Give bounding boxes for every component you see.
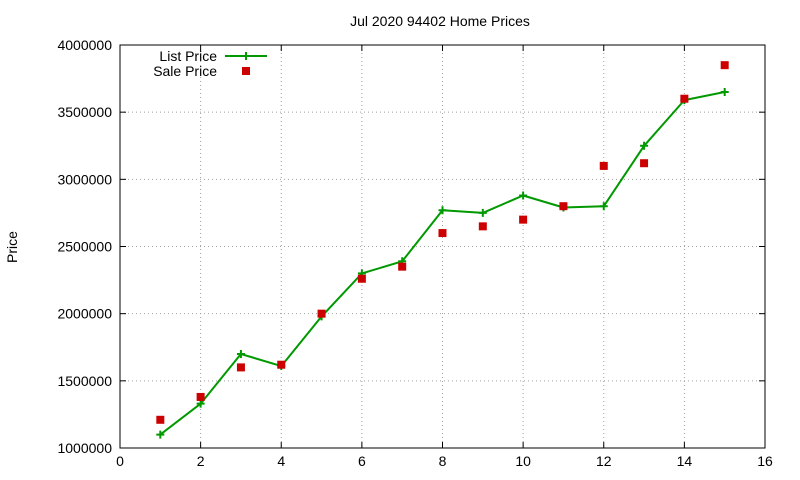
x-tick-label: 16 — [757, 453, 773, 469]
data-point-sale-price — [196, 392, 205, 401]
data-point-sale-price — [478, 222, 487, 231]
data-point-sale-price — [559, 202, 568, 211]
y-tick-label: 2500000 — [57, 239, 112, 255]
y-tick-label: 1000000 — [57, 440, 112, 456]
grid-layer — [120, 45, 765, 448]
data-point-list-price — [478, 208, 487, 217]
data-point-list-price — [156, 430, 165, 439]
data-point-list-price — [196, 399, 205, 408]
y-tick-label: 3500000 — [57, 104, 112, 120]
x-tick-label: 12 — [596, 453, 612, 469]
data-point-sale-price — [519, 215, 528, 224]
x-tick-label: 4 — [277, 453, 285, 469]
y-axis-title: Price — [4, 231, 20, 263]
x-tick-label: 6 — [358, 453, 366, 469]
data-point-sale-price — [720, 61, 729, 70]
series-line-list-price — [159, 91, 725, 436]
tick-layer: 0 2 4 6 8 10 12 14 16 1000000 1500000 2000000 250000… — [57, 37, 773, 469]
y-tick-label: 1500000 — [57, 373, 112, 389]
data-point-sale-price — [277, 360, 286, 369]
data-point-sale-price — [599, 161, 608, 170]
y-tick-label: 3000000 — [57, 171, 112, 187]
chart-title: Jul 2020 94402 Home Prices — [350, 13, 530, 29]
data-point-list-price — [720, 88, 729, 97]
legend-marker-list-price — [242, 52, 250, 60]
y-tick-label: 2000000 — [57, 306, 112, 322]
x-tick-label: 2 — [197, 453, 205, 469]
data-point-sale-price — [357, 274, 366, 283]
series-layer — [156, 61, 729, 439]
legend-label-sale-price: Sale Price — [153, 63, 217, 79]
legend-label-list-price: List Price — [159, 48, 217, 64]
data-point-sale-price — [156, 415, 165, 424]
x-tick-label: 0 — [116, 453, 124, 469]
legend-marker-sale-price — [242, 67, 250, 75]
data-point-list-price — [438, 206, 447, 215]
data-point-list-price — [236, 349, 245, 358]
y-tick-label: 4000000 — [57, 37, 112, 53]
x-tick-label: 8 — [439, 453, 447, 469]
data-point-list-price — [519, 191, 528, 200]
data-point-sale-price — [398, 262, 407, 271]
x-tick-label: 14 — [677, 453, 693, 469]
data-point-sale-price — [640, 159, 649, 168]
x-tick-label: 10 — [515, 453, 531, 469]
data-point-list-price — [599, 202, 608, 211]
data-point-list-price — [640, 141, 649, 150]
data-point-sale-price — [680, 94, 689, 103]
data-point-sale-price — [438, 229, 447, 238]
data-point-sale-price — [236, 363, 245, 372]
data-point-sale-price — [317, 309, 326, 318]
legend: List Price Sale Price — [153, 48, 267, 79]
